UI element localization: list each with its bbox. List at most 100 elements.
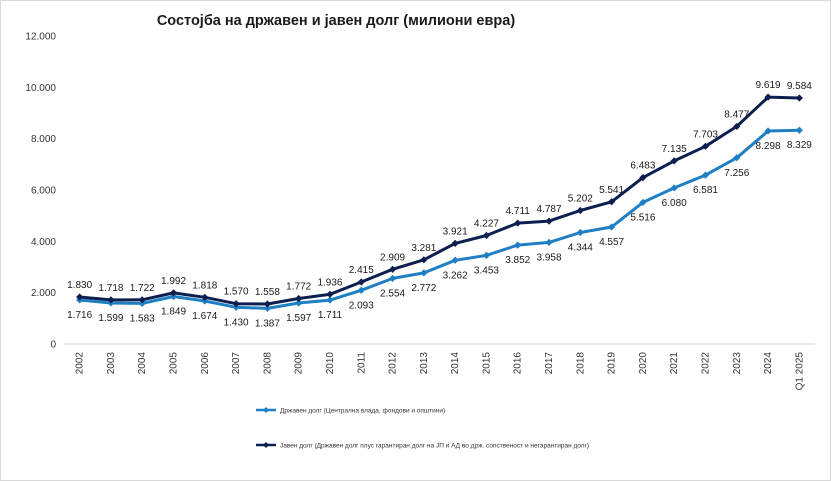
data-label-public-debt: 8.477 [724, 109, 749, 120]
series-marker [357, 278, 365, 286]
data-label-state-debt: 8.329 [787, 140, 812, 151]
chart-title: Состојба на државен и јавен долг (милион… [157, 13, 516, 29]
data-label-state-debt: 6.080 [662, 198, 687, 209]
series-marker [514, 241, 522, 249]
data-label-public-debt: 1.558 [255, 287, 280, 298]
y-tick-label: 12.000 [25, 32, 56, 43]
data-labels: 1.830 1.716 1.718 1.599 1.722 1.583 1.992 1.849… [67, 80, 812, 329]
x-tick-label: 2012 [388, 352, 399, 375]
series-marker [263, 304, 271, 313]
x-tick-label: 2019 [607, 352, 618, 375]
data-label-public-debt: 1.718 [98, 283, 123, 294]
x-tick-label: 2014 [450, 352, 461, 375]
data-label-state-debt: 3.453 [474, 265, 499, 276]
data-label-state-debt: 1.711 [318, 310, 343, 321]
series-marker [388, 265, 397, 273]
series-marker [576, 228, 584, 237]
series-marker [764, 93, 772, 101]
data-label-public-debt: 4.711 [506, 206, 531, 217]
x-tick-label: 2015 [481, 352, 492, 375]
y-tick-label: 8.000 [31, 134, 56, 145]
data-label-state-debt: 1.716 [67, 310, 92, 321]
y-tick-label: 2.000 [31, 288, 56, 299]
series-marker [169, 292, 178, 301]
data-label-state-debt: 1.583 [130, 313, 155, 324]
series-marker [201, 293, 209, 301]
data-label-state-debt: 1.597 [286, 313, 311, 324]
x-tick-label: 2023 [732, 352, 743, 375]
series-marker [482, 231, 491, 240]
series-marker [545, 238, 553, 247]
data-label-public-debt: 9.584 [787, 81, 812, 92]
data-label-public-debt: 1.722 [130, 283, 155, 294]
y-tick-label: 6.000 [31, 186, 56, 197]
legend-swatch-marker [263, 407, 269, 413]
series-marker [326, 290, 334, 298]
legend: Државен долг (Централна влада, фондови и… [256, 407, 589, 449]
legend-label: Јавен долг (Државен долг плус гарантиран… [280, 442, 589, 449]
data-label-public-debt: 2.415 [349, 265, 374, 276]
x-tick-label: 2018 [575, 352, 586, 375]
series-marker [76, 293, 84, 301]
data-label-state-debt: 1.674 [192, 311, 217, 322]
data-label-state-debt: 1.430 [224, 317, 249, 328]
x-tick-label: 2008 [262, 352, 273, 375]
series-marker [451, 239, 459, 247]
data-label-public-debt: 4.787 [537, 204, 562, 215]
data-label-public-debt: 1.936 [317, 277, 342, 288]
series-markers [76, 93, 803, 313]
series-marker [545, 217, 553, 225]
data-label-public-debt: 1.830 [67, 280, 92, 291]
series-marker [576, 206, 584, 215]
x-tick-label: 2016 [513, 352, 524, 375]
y-tick-label: 0 [50, 340, 56, 351]
x-tick-label: 2005 [169, 352, 180, 375]
data-label-public-debt: 3.281 [411, 243, 436, 254]
x-tick-label: Q1 2025 [794, 352, 805, 391]
data-label-state-debt: 1.849 [161, 307, 186, 318]
data-label-state-debt: 6.581 [693, 185, 718, 196]
data-label-state-debt: 1.599 [98, 313, 123, 324]
series-marker [514, 219, 522, 227]
x-tick-label: 2013 [419, 352, 430, 375]
series-marker [670, 184, 678, 192]
x-tick-label: 2010 [325, 352, 336, 375]
data-label-state-debt: 5.516 [630, 212, 655, 223]
series-marker [795, 126, 803, 134]
data-label-public-debt: 1.570 [224, 287, 249, 298]
series-marker [451, 256, 459, 264]
data-label-state-debt: 3.262 [443, 270, 468, 281]
series-marker [482, 251, 491, 259]
x-tick-label: 2017 [544, 352, 555, 375]
series-marker [733, 122, 741, 131]
x-tick-label: 2020 [638, 352, 649, 375]
series-marker [326, 296, 334, 304]
data-label-state-debt: 8.298 [756, 141, 781, 152]
data-label-state-debt: 2.093 [349, 300, 374, 311]
x-tick-label: 2022 [700, 352, 711, 375]
data-label-public-debt: 4.227 [474, 219, 499, 230]
data-label-state-debt: 2.554 [380, 288, 405, 299]
series-marker [295, 299, 303, 307]
series-line-0 [79, 128, 800, 310]
series-line-1 [79, 95, 800, 306]
series-marker [701, 142, 710, 150]
data-label-public-debt: 2.909 [380, 252, 405, 263]
data-label-state-debt: 2.772 [411, 283, 436, 294]
y-axis-ticks: 0 2.000 4.000 6.000 8.000 10.000 12.000 [25, 32, 56, 351]
data-label-public-debt: 1.992 [161, 276, 186, 287]
series-marker [639, 198, 647, 207]
series-marker [795, 94, 803, 102]
data-label-state-debt: 3.852 [505, 255, 530, 266]
series-marker [138, 296, 146, 304]
data-label-state-debt: 1.387 [255, 318, 280, 329]
series-marker [295, 294, 303, 303]
x-tick-label: 2004 [137, 352, 148, 375]
y-tick-label: 4.000 [31, 237, 56, 248]
x-tick-label: 2006 [200, 352, 211, 375]
data-label-public-debt: 1.772 [286, 282, 311, 293]
y-tick-label: 10.000 [25, 83, 56, 94]
data-label-state-debt: 3.958 [537, 252, 562, 263]
data-label-public-debt: 6.483 [630, 161, 655, 172]
series-marker [420, 269, 428, 277]
